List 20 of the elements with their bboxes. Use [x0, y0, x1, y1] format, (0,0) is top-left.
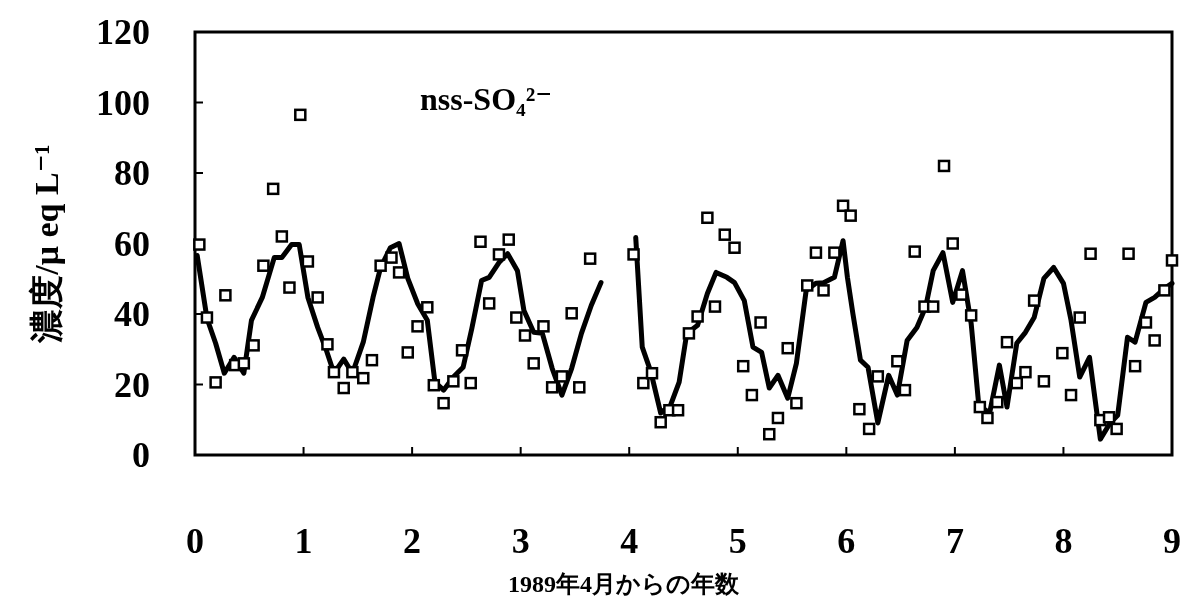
y-tick-label: 0: [132, 435, 150, 475]
x-tick-label: 5: [728, 521, 747, 561]
y-axis-title: 濃度/μ eq L⁻¹: [28, 144, 65, 344]
x-tick-label: 8: [1054, 521, 1073, 561]
annotation: nss-SO₄²⁻: [420, 81, 553, 117]
x-axis-title: 1989年4月からの年数: [508, 571, 740, 597]
y-tick-label: 40: [114, 294, 150, 334]
y-tick-label: 100: [96, 82, 150, 123]
x-tick-label: 0: [186, 521, 204, 561]
y-tick-label: 20: [114, 364, 150, 405]
y-tick-label: 120: [96, 12, 150, 52]
x-tick-label: 9: [1163, 521, 1181, 561]
x-tick-label: 7: [945, 521, 964, 561]
x-tick-label: 3: [511, 521, 530, 561]
x-tick-label: 4: [620, 521, 639, 561]
x-tick-label: 2: [403, 521, 422, 561]
x-tick-label: 6: [837, 521, 856, 561]
x-tick-label: 1: [294, 521, 313, 561]
y-tick-label: 80: [114, 153, 150, 193]
y-tick-label: 60: [114, 223, 150, 264]
